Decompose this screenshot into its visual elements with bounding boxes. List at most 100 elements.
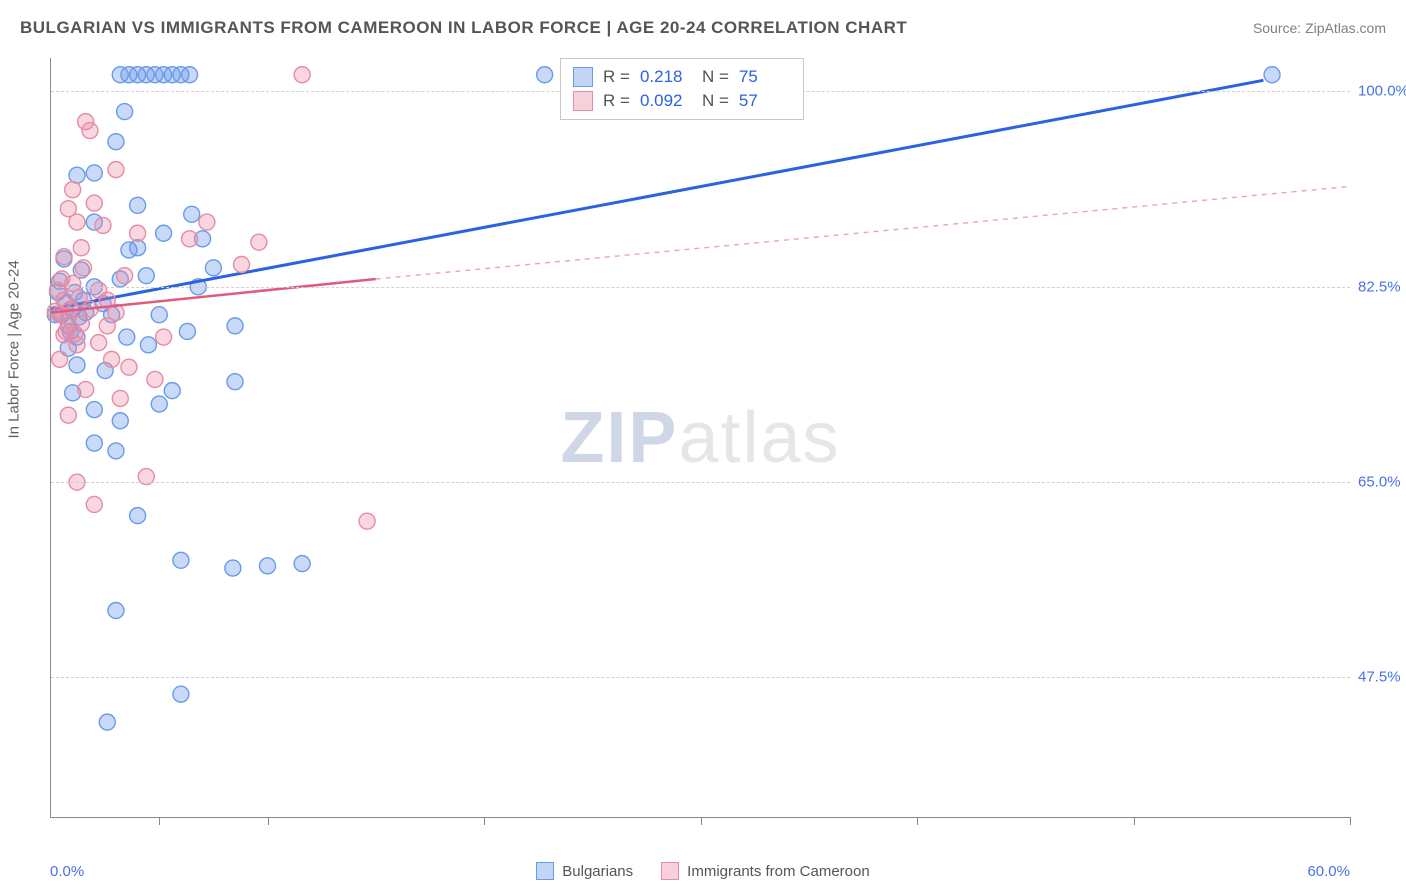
scatter-point bbox=[69, 167, 85, 183]
scatter-point bbox=[108, 134, 124, 150]
legend-label-series2: Immigrants from Cameroon bbox=[687, 863, 870, 880]
scatter-point bbox=[294, 556, 310, 572]
y-axis-label: In Labor Force | Age 20-24 bbox=[6, 260, 23, 438]
stats-legend-box: R = 0.218 N = 75 R = 0.092 N = 57 bbox=[560, 58, 804, 120]
legend-swatch-series1 bbox=[536, 862, 554, 880]
scatter-point bbox=[91, 335, 107, 351]
scatter-point bbox=[138, 268, 154, 284]
y-tick-label: 100.0% bbox=[1358, 83, 1406, 100]
scatter-point bbox=[60, 407, 76, 423]
scatter-point bbox=[260, 558, 276, 574]
scatter-point bbox=[151, 307, 167, 323]
scatter-point bbox=[86, 496, 102, 512]
scatter-point bbox=[60, 201, 76, 217]
scatter-point bbox=[82, 123, 98, 139]
scatter-point bbox=[86, 435, 102, 451]
scatter-point bbox=[225, 560, 241, 576]
chart-container: BULGARIAN VS IMMIGRANTS FROM CAMEROON IN… bbox=[0, 0, 1406, 892]
scatter-point bbox=[156, 329, 172, 345]
stats-n-label: N = bbox=[702, 67, 729, 87]
chart-title: BULGARIAN VS IMMIGRANTS FROM CAMEROON IN… bbox=[20, 18, 907, 38]
scatter-point bbox=[99, 318, 115, 334]
gridline-horizontal bbox=[51, 677, 1350, 678]
scatter-point bbox=[104, 351, 120, 367]
scatter-point bbox=[112, 390, 128, 406]
scatter-point bbox=[112, 413, 128, 429]
scatter-point bbox=[130, 225, 146, 241]
scatter-point bbox=[117, 104, 133, 120]
x-tick bbox=[268, 817, 269, 825]
scatter-point bbox=[173, 686, 189, 702]
stats-r-label: R = bbox=[603, 67, 630, 87]
regression-line-extension bbox=[376, 186, 1350, 279]
scatter-point bbox=[537, 67, 553, 83]
scatter-point bbox=[130, 508, 146, 524]
scatter-point bbox=[140, 337, 156, 353]
scatter-point bbox=[73, 240, 89, 256]
scatter-point bbox=[75, 260, 91, 276]
legend-swatch-series2 bbox=[661, 862, 679, 880]
scatter-point bbox=[117, 268, 133, 284]
plot-area: ZIPatlas 47.5%65.0%82.5%100.0% bbox=[50, 58, 1350, 818]
legend-label-series1: Bulgarians bbox=[562, 863, 633, 880]
bottom-legend: Bulgarians Immigrants from Cameroon bbox=[0, 862, 1406, 880]
scatter-point bbox=[199, 214, 215, 230]
x-tick bbox=[701, 817, 702, 825]
source-label: Source: ZipAtlas.com bbox=[1253, 20, 1386, 36]
gridline-horizontal bbox=[51, 287, 1350, 288]
scatter-point bbox=[151, 396, 167, 412]
scatter-point bbox=[52, 351, 68, 367]
stats-r-label: R = bbox=[603, 91, 630, 111]
x-tick bbox=[159, 817, 160, 825]
scatter-point bbox=[227, 318, 243, 334]
scatter-point bbox=[182, 231, 198, 247]
title-bar: BULGARIAN VS IMMIGRANTS FROM CAMEROON IN… bbox=[20, 18, 1386, 38]
scatter-point bbox=[251, 234, 267, 250]
gridline-horizontal bbox=[51, 482, 1350, 483]
scatter-point bbox=[65, 275, 81, 291]
scatter-point bbox=[108, 443, 124, 459]
plot-svg bbox=[51, 58, 1350, 817]
scatter-point bbox=[179, 323, 195, 339]
x-tick bbox=[1134, 817, 1135, 825]
scatter-point bbox=[86, 402, 102, 418]
scatter-point bbox=[227, 374, 243, 390]
stats-swatch-series2 bbox=[573, 91, 593, 111]
stats-n-value-series2: 57 bbox=[739, 91, 791, 111]
scatter-point bbox=[234, 256, 250, 272]
x-tick bbox=[484, 817, 485, 825]
stats-n-value-series1: 75 bbox=[739, 67, 791, 87]
scatter-point bbox=[108, 603, 124, 619]
stats-r-value-series2: 0.092 bbox=[640, 91, 692, 111]
scatter-point bbox=[156, 225, 172, 241]
scatter-point bbox=[164, 383, 180, 399]
scatter-point bbox=[119, 329, 135, 345]
scatter-point bbox=[182, 67, 198, 83]
scatter-point bbox=[359, 513, 375, 529]
scatter-point bbox=[95, 217, 111, 233]
x-tick bbox=[917, 817, 918, 825]
scatter-point bbox=[86, 195, 102, 211]
scatter-point bbox=[294, 67, 310, 83]
scatter-point bbox=[184, 206, 200, 222]
scatter-point bbox=[130, 197, 146, 213]
stats-row-series1: R = 0.218 N = 75 bbox=[573, 65, 791, 89]
y-tick-label: 82.5% bbox=[1358, 278, 1406, 295]
scatter-point bbox=[65, 182, 81, 198]
y-tick-label: 65.0% bbox=[1358, 474, 1406, 491]
scatter-point bbox=[86, 165, 102, 181]
x-tick bbox=[1350, 817, 1351, 825]
scatter-point bbox=[99, 714, 115, 730]
scatter-point bbox=[130, 240, 146, 256]
scatter-point bbox=[1264, 67, 1280, 83]
stats-swatch-series1 bbox=[573, 67, 593, 87]
scatter-point bbox=[56, 327, 72, 343]
scatter-point bbox=[147, 371, 163, 387]
scatter-point bbox=[73, 316, 89, 332]
legend-item-series2: Immigrants from Cameroon bbox=[661, 862, 870, 880]
stats-n-label: N = bbox=[702, 91, 729, 111]
scatter-point bbox=[173, 552, 189, 568]
scatter-point bbox=[69, 357, 85, 373]
scatter-point bbox=[121, 359, 137, 375]
scatter-point bbox=[108, 162, 124, 178]
